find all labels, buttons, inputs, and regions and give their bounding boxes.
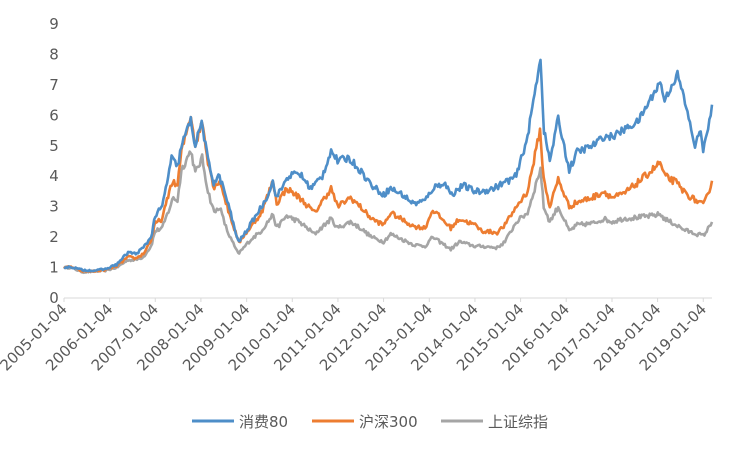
series-line (63, 150, 714, 275)
y-axis: 0 1 2 3 4 5 6 7 8 9 (49, 15, 59, 307)
series-line (63, 58, 714, 273)
y-tick-label: 0 (49, 289, 59, 307)
legend: 消费80 沪深300 上证综指 (192, 413, 548, 431)
legend-label: 沪深300 (359, 413, 418, 431)
series-layer (63, 58, 714, 275)
series-line (63, 115, 714, 273)
y-tick-label: 6 (49, 106, 59, 124)
legend-label: 上证综指 (488, 413, 548, 431)
y-tick-label: 4 (49, 167, 59, 185)
x-axis: 2005-01-042006-01-042007-01-042008-01-04… (0, 297, 712, 374)
y-tick-label: 8 (49, 45, 59, 63)
y-tick-label: 2 (49, 228, 59, 246)
legend-label: 消费80 (239, 413, 288, 431)
y-tick-label: 9 (49, 15, 59, 33)
y-tick-label: 1 (49, 259, 59, 277)
y-tick-label: 7 (49, 76, 59, 94)
y-tick-label: 3 (49, 198, 59, 216)
y-tick-label: 5 (49, 137, 59, 155)
